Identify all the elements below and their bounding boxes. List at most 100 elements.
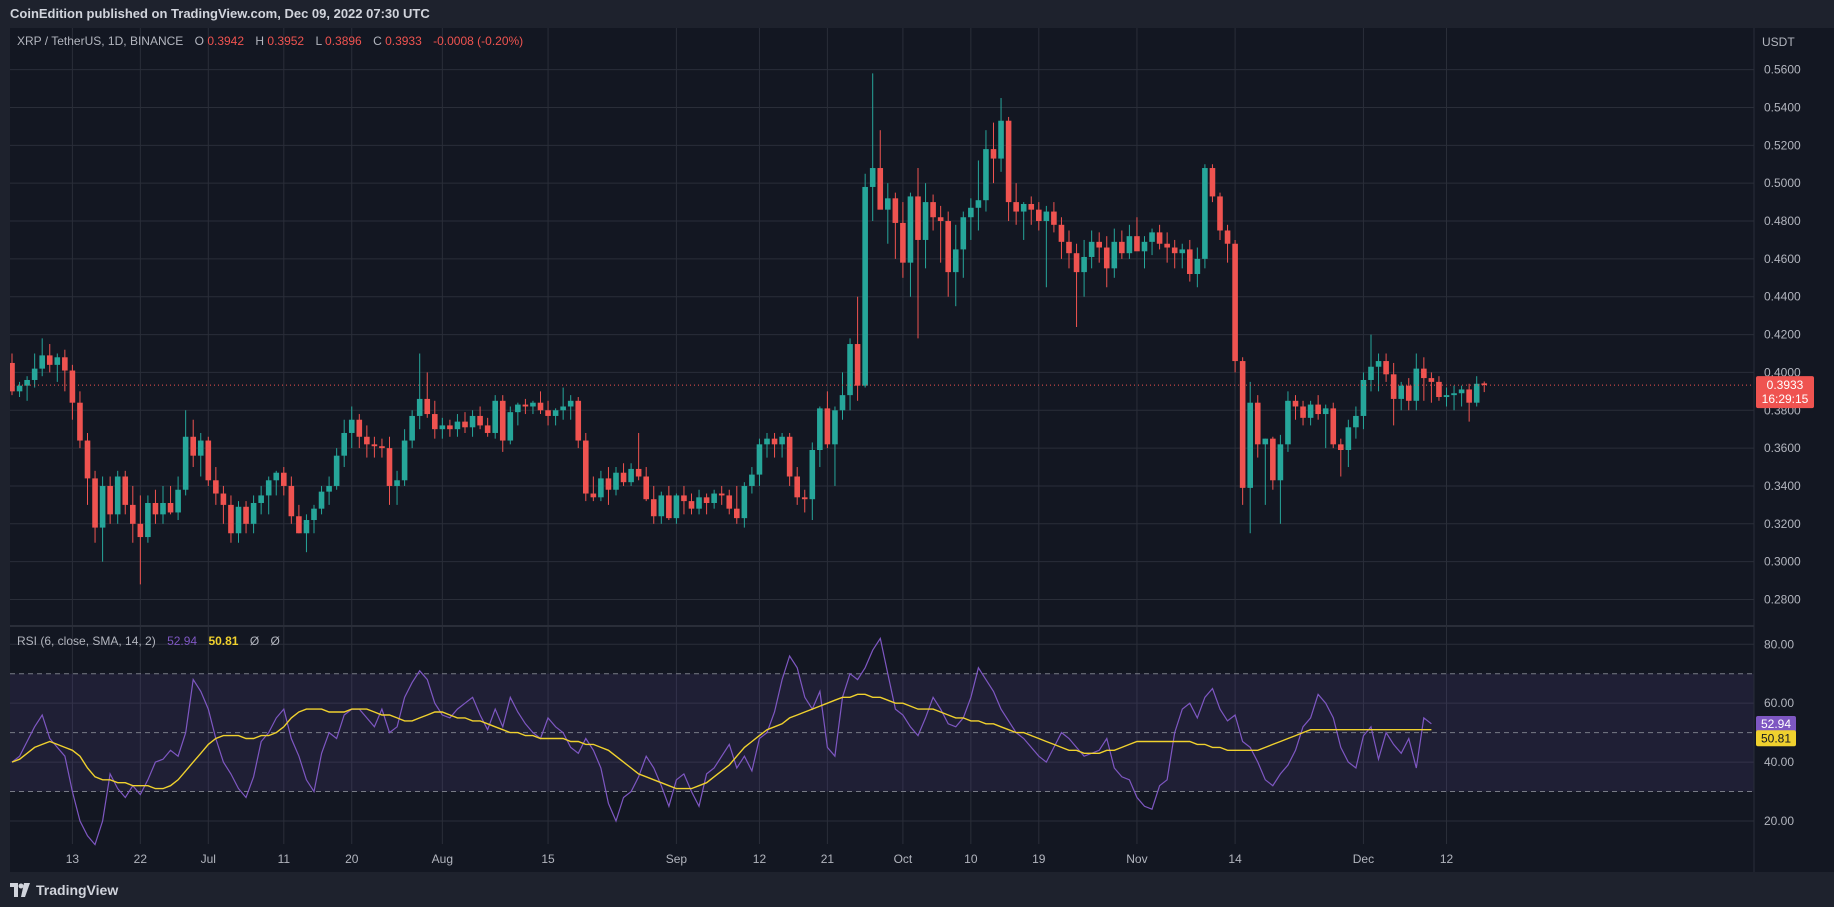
time-tick-label: 10: [964, 852, 978, 866]
tradingview-logo[interactable]: TradingView: [10, 882, 118, 898]
candle-body: [756, 444, 763, 475]
candle-body: [537, 402, 544, 411]
candle: [1020, 202, 1027, 240]
candle-body: [613, 472, 619, 490]
candle: [1209, 164, 1216, 203]
rsi-legend[interactable]: RSI (6, close, SMA, 14, 2) 52.94 50.81 Ø…: [17, 634, 280, 648]
candle-body: [1119, 241, 1125, 254]
candle: [575, 397, 582, 449]
candle-body: [1451, 393, 1457, 396]
price-tick-label: 0.5000: [1764, 176, 1801, 190]
candle-body: [522, 404, 529, 407]
candle: [552, 408, 559, 426]
candle: [703, 493, 710, 515]
price-tick-label: 0.4600: [1764, 252, 1801, 266]
symbol-label: XRP / TetherUS, 1D, BINANCE: [17, 34, 183, 48]
candle-body: [1247, 402, 1253, 488]
candle-body: [39, 355, 45, 369]
candle: [945, 211, 951, 297]
candle: [114, 470, 121, 524]
candle: [718, 485, 725, 505]
candle-body: [379, 446, 385, 449]
price-legend[interactable]: XRP / TetherUS, 1D, BINANCE O 0.3942 H 0…: [17, 34, 523, 48]
candle: [401, 429, 408, 486]
sma-badge-text: 50.81: [1761, 731, 1791, 745]
candle-body: [575, 400, 582, 441]
candle-body: [364, 436, 370, 445]
price-tick-label: 0.2800: [1764, 593, 1801, 607]
candle-body: [968, 207, 974, 218]
candle: [1466, 383, 1472, 422]
candle: [1088, 230, 1095, 269]
candle: [213, 467, 219, 505]
rsi-tick-label: 40.00: [1764, 755, 1794, 769]
candle: [288, 476, 295, 524]
candle-body: [567, 400, 574, 407]
candle-body: [1398, 385, 1404, 399]
candle-body: [515, 404, 521, 413]
candle: [152, 489, 159, 524]
candle: [1413, 353, 1420, 411]
price-tick-label: 0.4400: [1764, 290, 1801, 304]
candle: [364, 425, 370, 458]
price-tick-label: 0.3600: [1764, 441, 1801, 455]
rsi-scale[interactable]: 20.00 40.00 60.00 80.00: [1764, 637, 1794, 828]
candle: [386, 436, 393, 505]
candle: [643, 467, 649, 502]
candle: [492, 395, 498, 439]
time-tick-label: 15: [541, 852, 555, 866]
candle-body: [545, 410, 551, 416]
candle: [1368, 334, 1374, 392]
candle-body: [658, 495, 665, 517]
candle: [424, 372, 431, 418]
candle: [885, 183, 891, 244]
candle-body: [862, 186, 868, 386]
candle-body: [1126, 236, 1133, 254]
price-chart[interactable]: 0.28000.30000.32000.34000.36000.38000.40…: [9, 28, 1834, 872]
candle: [220, 485, 227, 524]
candle: [1247, 381, 1253, 534]
candle: [613, 467, 619, 496]
time-scale[interactable]: 13 22 Jul 11 20 Aug 15 Sep 12 21 Oct 10 19 Nov 14 Dec 12: [66, 852, 1454, 866]
candle: [273, 470, 280, 496]
candle-body: [160, 502, 166, 515]
candle-body: [1345, 427, 1352, 451]
candle: [175, 476, 181, 521]
candle: [1036, 202, 1042, 231]
price-scale[interactable]: 0.28000.30000.32000.34000.36000.38000.40…: [1764, 63, 1801, 607]
candle: [892, 192, 899, 259]
price-tick-label: 0.5600: [1764, 63, 1801, 77]
candle-body: [1443, 395, 1450, 398]
chart-frame[interactable]: 0.2800 0.3000 0.3200 0.3400 0.3600 0.3800 0.40…: [9, 28, 1834, 872]
candle-body: [952, 249, 959, 273]
candle-body: [635, 468, 642, 477]
low-value: 0.3896: [325, 34, 362, 48]
candle-body: [311, 508, 317, 521]
candle: [447, 419, 453, 437]
candle: [77, 391, 83, 449]
candle-body: [401, 440, 408, 481]
candle-body: [182, 436, 189, 490]
candle-body: [983, 149, 989, 201]
candle-body: [560, 406, 566, 411]
candle: [726, 489, 733, 515]
candle-body: [1239, 361, 1246, 488]
candle: [1345, 419, 1352, 468]
candle: [749, 467, 755, 494]
candle: [1096, 232, 1102, 263]
time-tick-label: 21: [821, 852, 835, 866]
candle-body: [1187, 249, 1193, 275]
candle: [1481, 381, 1488, 393]
candle-body: [386, 448, 393, 486]
candle-body: [462, 421, 468, 428]
candle-body: [235, 506, 242, 534]
candle: [1270, 436, 1276, 490]
candle-body: [1020, 203, 1027, 212]
candle-body: [326, 485, 332, 492]
price-tick-label: 0.3000: [1764, 555, 1801, 569]
low-label: L: [315, 34, 322, 48]
svg-text:XRP / TetherUS, 1D, BINANCE: XRP / TetherUS, 1D, BINANCE O 0.3942 H 0…: [17, 34, 523, 48]
candle: [1338, 438, 1344, 477]
candle-body: [137, 523, 144, 538]
candle-body: [1005, 120, 1012, 203]
